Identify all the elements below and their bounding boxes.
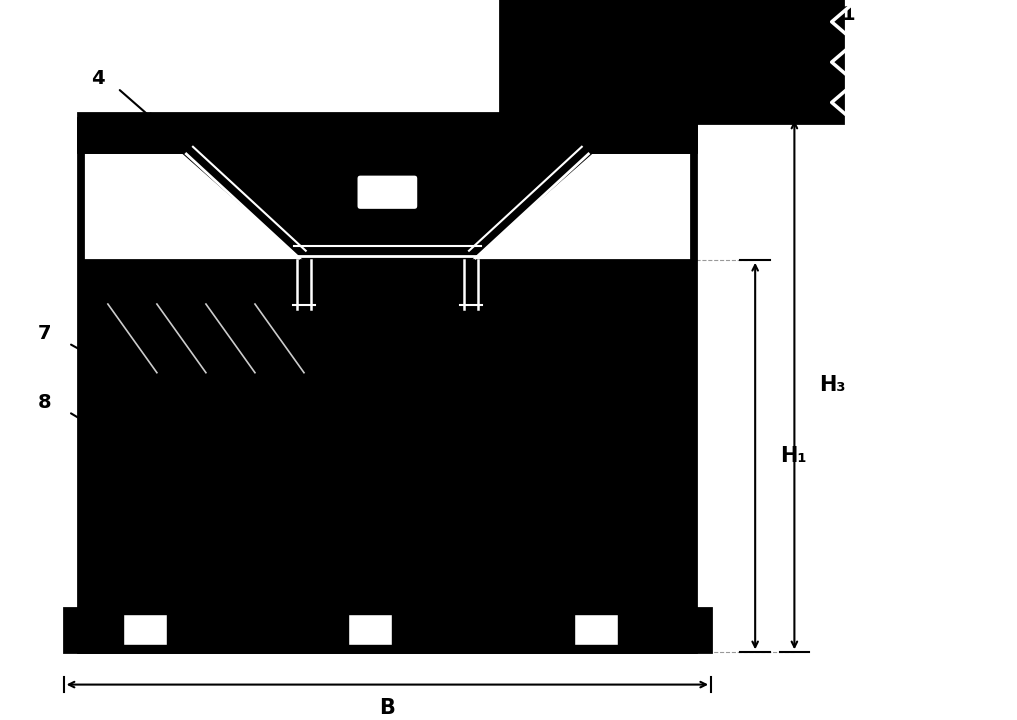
Bar <box>78 113 697 652</box>
Text: 7: 7 <box>38 324 51 343</box>
Text: H₃: H₃ <box>819 375 845 395</box>
Text: 4: 4 <box>92 69 105 88</box>
Bar <box>78 117 697 152</box>
FancyBboxPatch shape <box>357 174 418 210</box>
Bar <box>348 614 393 645</box>
Bar <box>64 608 711 652</box>
Text: H₁: H₁ <box>780 446 806 466</box>
Bar <box>574 614 618 645</box>
Bar <box>123 614 167 645</box>
Bar <box>500 0 843 122</box>
Text: 6: 6 <box>552 148 565 166</box>
Text: 8: 8 <box>38 392 51 412</box>
Text: 5: 5 <box>208 148 223 166</box>
Text: B: B <box>379 698 396 719</box>
Polygon shape <box>181 152 593 260</box>
Bar <box>83 152 692 260</box>
Text: 1: 1 <box>841 5 855 24</box>
